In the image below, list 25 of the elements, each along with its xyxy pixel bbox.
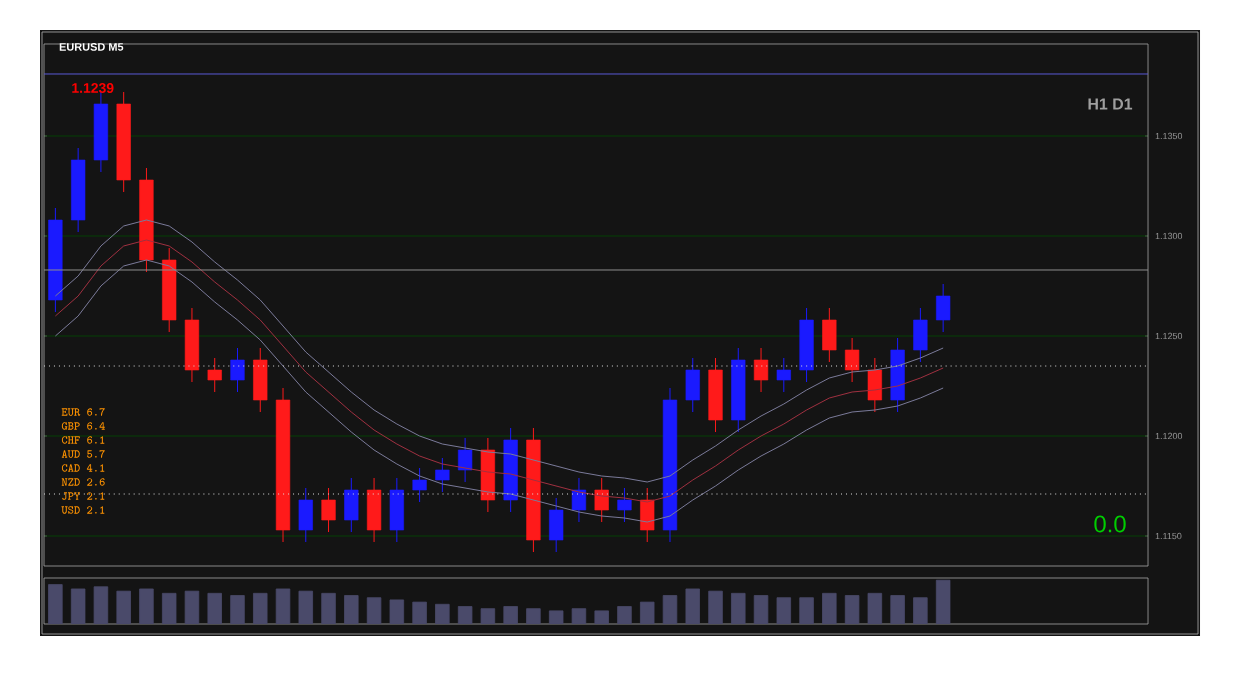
- candlestick: [298, 487, 313, 543]
- candlestick: [776, 357, 791, 393]
- candlestick: [389, 477, 404, 543]
- candlestick: [822, 307, 837, 363]
- candlestick: [753, 347, 769, 393]
- candlestick: [594, 477, 609, 523]
- candlestick: [549, 497, 564, 553]
- candlestick: [366, 477, 382, 543]
- candlestick: [412, 467, 427, 503]
- candlestick: [685, 357, 700, 413]
- candlestick: [344, 477, 359, 533]
- candlestick: [936, 283, 951, 333]
- candlestick: [457, 437, 473, 483]
- candlestick: [321, 487, 336, 533]
- candlestick: [640, 487, 655, 543]
- candlestick: [207, 357, 222, 393]
- text: 0.0: [1094, 515, 1126, 533]
- candlestick: [844, 337, 860, 383]
- candlestick: [913, 307, 928, 363]
- candlestick: [253, 347, 268, 413]
- candlestick: [230, 347, 245, 393]
- candlestick: [867, 357, 882, 413]
- candlestick: [435, 457, 450, 493]
- candlestick: [617, 487, 632, 523]
- candlestick: [571, 477, 587, 523]
